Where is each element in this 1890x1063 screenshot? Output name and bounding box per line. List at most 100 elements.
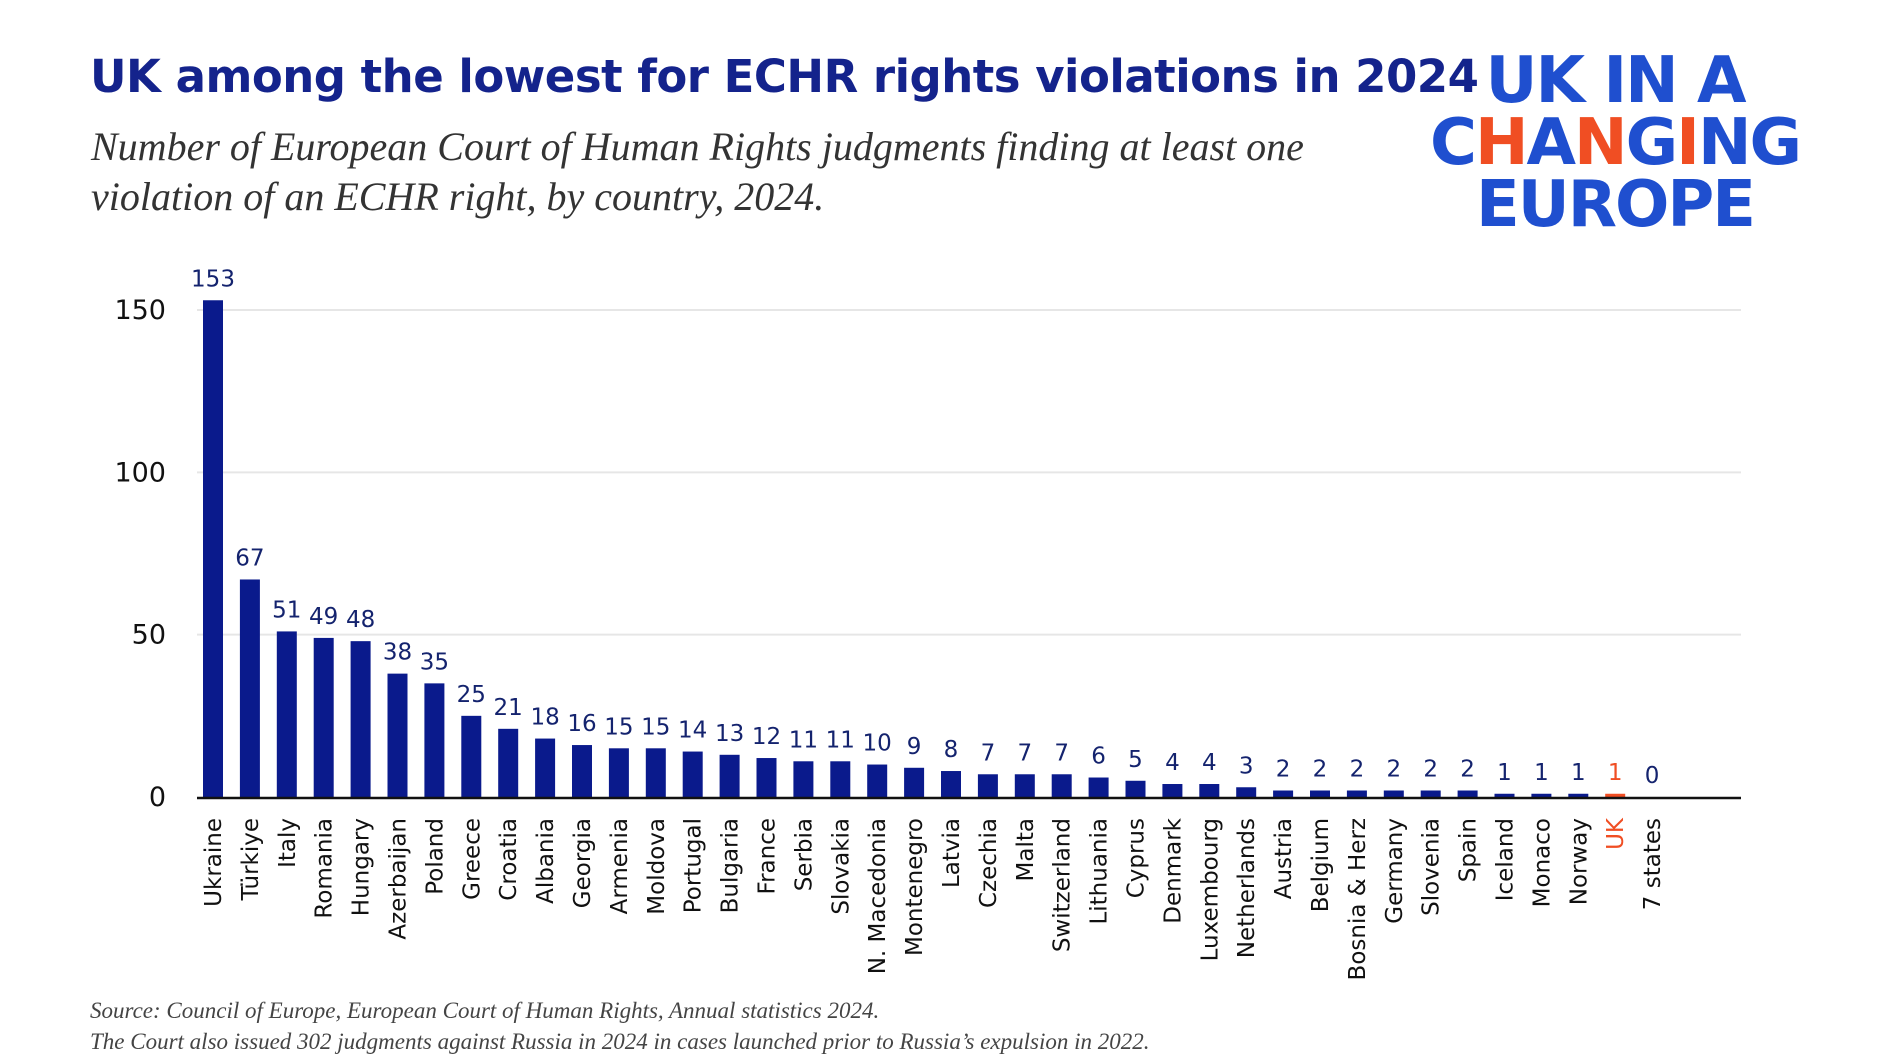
x-tick-label: Hungary [349,818,375,916]
x-tick-label: Greece [459,818,485,900]
data-label: 9 [907,734,922,760]
data-label: 49 [309,604,338,630]
x-tick-label: Malta [1013,818,1039,881]
data-label: 153 [191,266,235,292]
bar [1494,793,1515,797]
data-label: 1 [1571,760,1586,786]
bar [1457,790,1478,797]
x-tick-label: Lithuania [1087,818,1113,925]
data-label: 1 [1534,760,1549,786]
data-label: 15 [641,714,670,740]
data-label: 67 [235,545,264,571]
source-note: Source: Council of Europe, European Cour… [90,998,880,1023]
bar [276,631,297,797]
x-tick-label: Armenia [607,818,633,914]
x-tick-label: Netherlands [1234,818,1260,958]
x-tick-label: Latvia [939,818,965,888]
x-tick-label: Türkiye [238,818,264,901]
x-tick-label: Bulgaria [718,818,744,913]
data-label: 11 [826,727,855,753]
bar [1605,793,1626,797]
bar [498,728,519,797]
bar [572,745,592,797]
bar [424,683,445,797]
x-tick-label: N. Macedonia [865,818,891,974]
bar [608,748,629,797]
bar [830,761,851,797]
x-tick-label: Luxembourg [1197,818,1223,961]
bar [1199,784,1220,797]
bar [719,754,740,797]
logo-line-3: EUROPE [1476,168,1756,242]
data-label: 5 [1128,747,1143,773]
data-label: 1 [1497,760,1512,786]
bar [535,738,556,797]
bar [1162,784,1183,797]
data-label: 14 [678,718,707,744]
data-label: 6 [1091,744,1106,770]
x-tick-label: Italy [275,818,301,868]
bar [1088,777,1109,797]
x-tick-label: Georgia [570,818,596,908]
bar [313,637,334,797]
x-tick-label: Portugal [681,818,707,913]
bar [1346,790,1367,797]
bar [1568,793,1589,797]
bar [1236,787,1257,797]
x-tick-label: Ukraine [201,818,227,907]
bar [461,715,482,797]
bar [977,774,998,797]
x-tick-label: Moldova [644,818,670,915]
data-label: 2 [1350,757,1365,783]
data-label: 7 [981,740,996,766]
bar [756,758,777,797]
bar [203,300,223,797]
bar [793,761,814,797]
data-label: 48 [346,607,375,633]
data-label: 7 [1054,740,1069,766]
x-tick-label: Slovakia [828,818,854,915]
bar [1420,790,1441,797]
data-label: 25 [457,682,486,708]
logo-line-2: CHANGING [1429,106,1802,180]
data-label: 16 [567,711,596,737]
data-label: 2 [1313,757,1328,783]
data-label: 2 [1423,757,1438,783]
russia-note: The Court also issued 302 judgments agai… [90,1029,1150,1054]
x-tick-label: Austria [1271,818,1297,899]
x-tick-label: Azerbaijan [386,818,412,940]
data-label: 12 [752,724,781,750]
data-label: 11 [789,727,818,753]
x-tick-label: Montenegro [902,818,928,956]
bar [387,673,408,797]
bar [867,764,888,797]
data-label: 7 [1017,740,1032,766]
data-label: 21 [494,695,523,721]
data-label: 0 [1645,763,1660,789]
data-label: 2 [1386,757,1401,783]
x-tick-label: Croatia [496,818,522,901]
x-tick-label: 7 states [1640,818,1666,910]
x-tick-label: Belgium [1308,818,1334,912]
bar [1383,790,1404,797]
footer: Source: Council of Europe, European Cour… [90,995,1150,1057]
bar [1310,790,1330,797]
logo-line-1: UK IN A [1485,44,1746,118]
bar-chart: 050100150153Ukraine67Türkiye51Italy49Rom… [114,266,1741,980]
data-label: 38 [383,640,412,666]
chart-subtitle: Number of European Court of Human Rights… [91,124,1304,219]
x-tick-label: Slovenia [1419,818,1445,916]
bar [1014,774,1035,797]
data-label: 18 [530,705,559,731]
bar [941,771,961,797]
x-tick-label: Spain [1456,818,1482,882]
bar [1125,780,1146,797]
x-tick-label: Poland [422,818,448,895]
data-label: 8 [944,737,959,763]
x-tick-label: Germany [1382,818,1408,924]
data-label: 2 [1276,757,1291,783]
x-tick-label: UK [1603,817,1629,850]
x-tick-label: Iceland [1493,818,1519,901]
x-tick-label: Albania [533,818,559,904]
data-label: 3 [1239,753,1254,779]
